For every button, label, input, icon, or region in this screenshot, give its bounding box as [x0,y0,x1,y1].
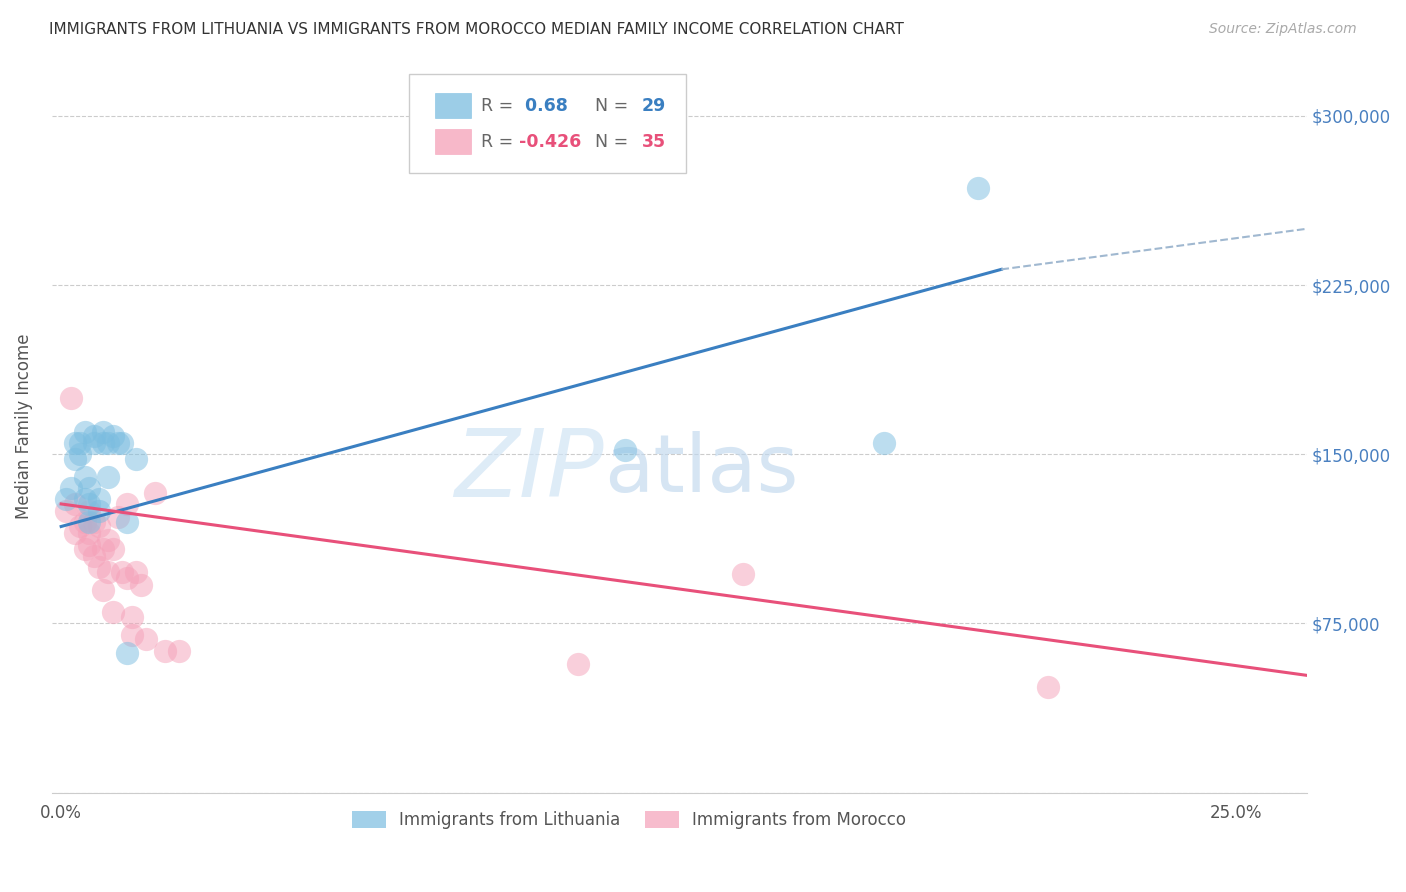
Point [115,515,138,529]
Point [111,565,134,579]
Point [97,565,120,579]
Point [59,481,82,495]
Point [1038,680,1060,694]
Point [111,436,134,450]
Point [79,526,101,541]
Text: 0.68: 0.68 [519,97,568,115]
Point [167,643,190,657]
Point [97,470,120,484]
Point [73,515,96,529]
Text: Source: ZipAtlas.com: Source: ZipAtlas.com [1209,22,1357,37]
Point [125,565,148,579]
Point [73,492,96,507]
Point [873,436,896,450]
Point [87,492,110,507]
Point [93,436,115,450]
Point [65,497,87,511]
Point [69,519,91,533]
Text: -0.426: -0.426 [519,133,581,151]
Point [153,643,176,657]
Point [79,537,101,551]
Point [107,436,129,450]
Point [115,646,138,660]
Point [65,436,87,450]
Point [101,605,124,619]
Point [93,582,115,597]
Point [59,391,82,405]
Point [97,436,120,450]
Point [79,515,101,529]
Y-axis label: Median Family Income: Median Family Income [15,334,32,519]
Point [83,515,105,529]
Point [73,542,96,557]
Point [115,497,138,511]
Point [121,628,143,642]
Point [614,442,637,457]
Point [73,425,96,439]
Point [93,542,115,557]
Point [135,632,157,647]
Text: IMMIGRANTS FROM LITHUANIA VS IMMIGRANTS FROM MOROCCO MEDIAN FAMILY INCOME CORREL: IMMIGRANTS FROM LITHUANIA VS IMMIGRANTS … [49,22,904,37]
Point [83,436,105,450]
Point [101,429,124,443]
Point [125,451,148,466]
Point [69,447,91,461]
FancyBboxPatch shape [409,74,686,173]
Text: R =: R = [481,133,519,151]
Point [65,451,87,466]
Point [143,485,166,500]
Point [69,436,91,450]
Point [79,497,101,511]
FancyBboxPatch shape [434,129,471,154]
Point [83,549,105,563]
Text: 35: 35 [641,133,666,151]
Point [107,510,129,524]
Point [73,470,96,484]
Point [87,504,110,518]
Text: 29: 29 [641,97,666,115]
Point [87,519,110,533]
Text: N =: N = [583,97,634,115]
Point [93,425,115,439]
Legend: Immigrants from Lithuania, Immigrants from Morocco: Immigrants from Lithuania, Immigrants fr… [346,804,912,836]
Point [79,504,101,518]
Text: atlas: atlas [605,431,799,509]
Point [731,566,754,581]
Point [115,571,138,585]
Point [65,526,87,541]
Point [55,504,77,518]
Text: R =: R = [481,97,519,115]
Point [129,578,152,592]
Point [97,533,120,547]
Point [79,481,101,495]
Point [121,609,143,624]
Point [83,429,105,443]
Point [966,181,988,195]
FancyBboxPatch shape [434,94,471,119]
Text: N =: N = [583,133,634,151]
Text: ZIP: ZIP [454,425,605,516]
Point [567,657,589,671]
Point [87,560,110,574]
Point [101,542,124,557]
Point [55,492,77,507]
